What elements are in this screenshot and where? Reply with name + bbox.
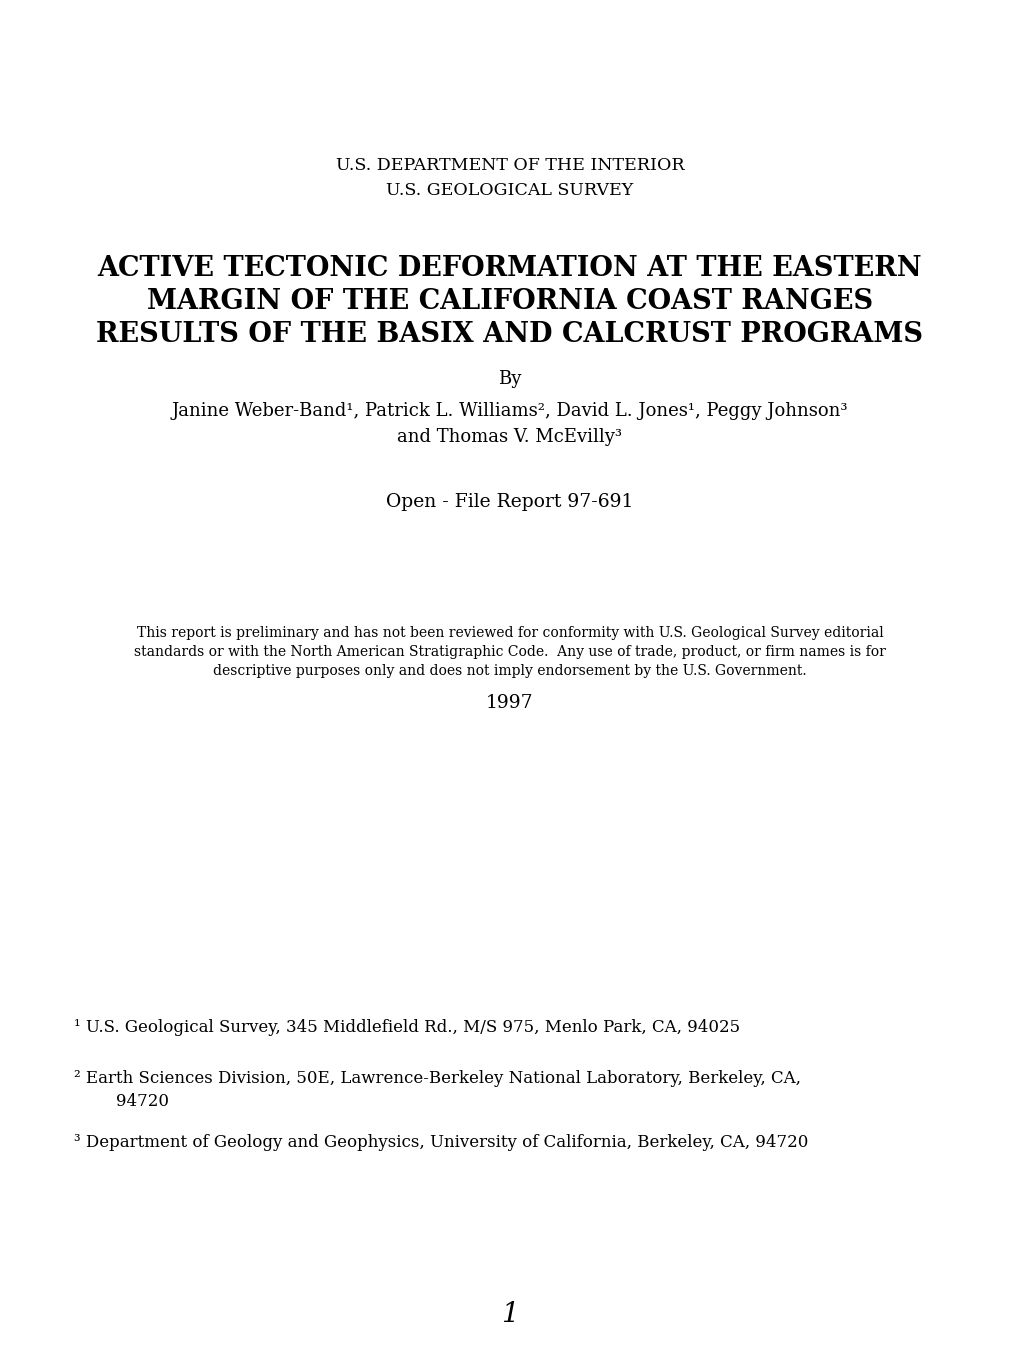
Text: This report is preliminary and has not been reviewed for conformity with U.S. Ge: This report is preliminary and has not b… [133,626,886,678]
Text: ³ Department of Geology and Geophysics, University of California, Berkeley, CA, : ³ Department of Geology and Geophysics, … [74,1134,808,1152]
Text: By: By [498,370,521,388]
Text: ² Earth Sciences Division, 50E, Lawrence-Berkeley National Laboratory, Berkeley,: ² Earth Sciences Division, 50E, Lawrence… [74,1070,801,1110]
Text: ¹ U.S. Geological Survey, 345 Middlefield Rd., M/S 975, Menlo Park, CA, 94025: ¹ U.S. Geological Survey, 345 Middlefiel… [74,1019,740,1037]
Text: Open - File Report 97-691: Open - File Report 97-691 [386,493,633,511]
Text: U.S. DEPARTMENT OF THE INTERIOR
U.S. GEOLOGICAL SURVEY: U.S. DEPARTMENT OF THE INTERIOR U.S. GEO… [335,157,684,199]
Text: Janine Weber-Band¹, Patrick L. Williams², David L. Jones¹, Peggy Johnson³
and Th: Janine Weber-Band¹, Patrick L. Williams²… [171,402,848,446]
Text: 1997: 1997 [486,694,533,711]
Text: ACTIVE TECTONIC DEFORMATION AT THE EASTERN
MARGIN OF THE CALIFORNIA COAST RANGES: ACTIVE TECTONIC DEFORMATION AT THE EASTE… [97,255,922,348]
Text: 1: 1 [500,1301,519,1328]
